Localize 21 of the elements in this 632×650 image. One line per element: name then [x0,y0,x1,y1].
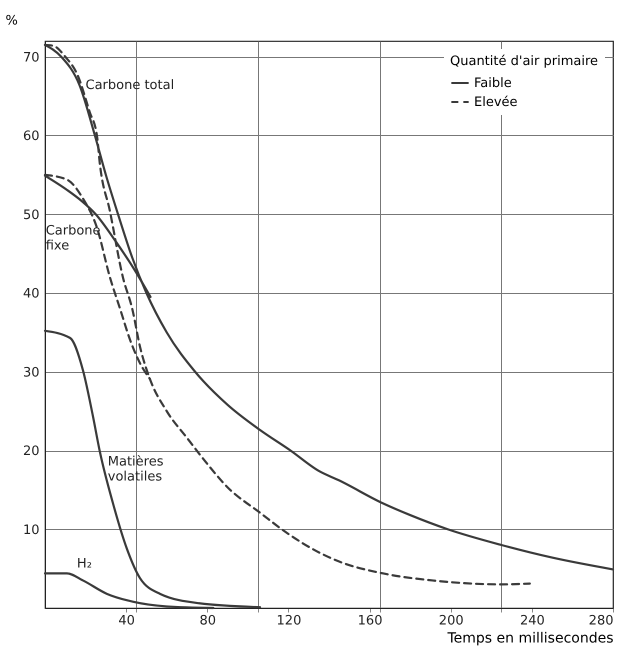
annotation: H₂ [76,556,92,572]
y-tick-label: 40 [22,286,40,302]
y-tick-label: 60 [22,129,40,144]
x-tick-label: 280 [588,614,614,628]
x-tick-label: 200 [438,614,464,628]
x-tick-label: 80 [200,614,216,628]
x-axis-title: Temps en millisecondes [446,630,614,646]
legend-title: Quantité d'air primaire [450,54,598,69]
y-tick-label: 20 [22,444,40,459]
x-tick-label: 40 [118,614,135,628]
y-axis-title: % [6,14,18,28]
annotation: Carbone fixe [46,223,101,254]
x-tick-label: 120 [276,614,302,628]
legend-label: Elevée [474,95,518,110]
y-tick-label: 10 [22,522,40,538]
y-tick-label: 50 [22,208,40,223]
legend-label: Faible [474,76,512,91]
y-tick-label: 30 [22,365,40,380]
x-tick-label: 160 [358,614,382,628]
y-tick-label: 70 [22,50,40,66]
x-tick-label: 240 [520,614,545,628]
